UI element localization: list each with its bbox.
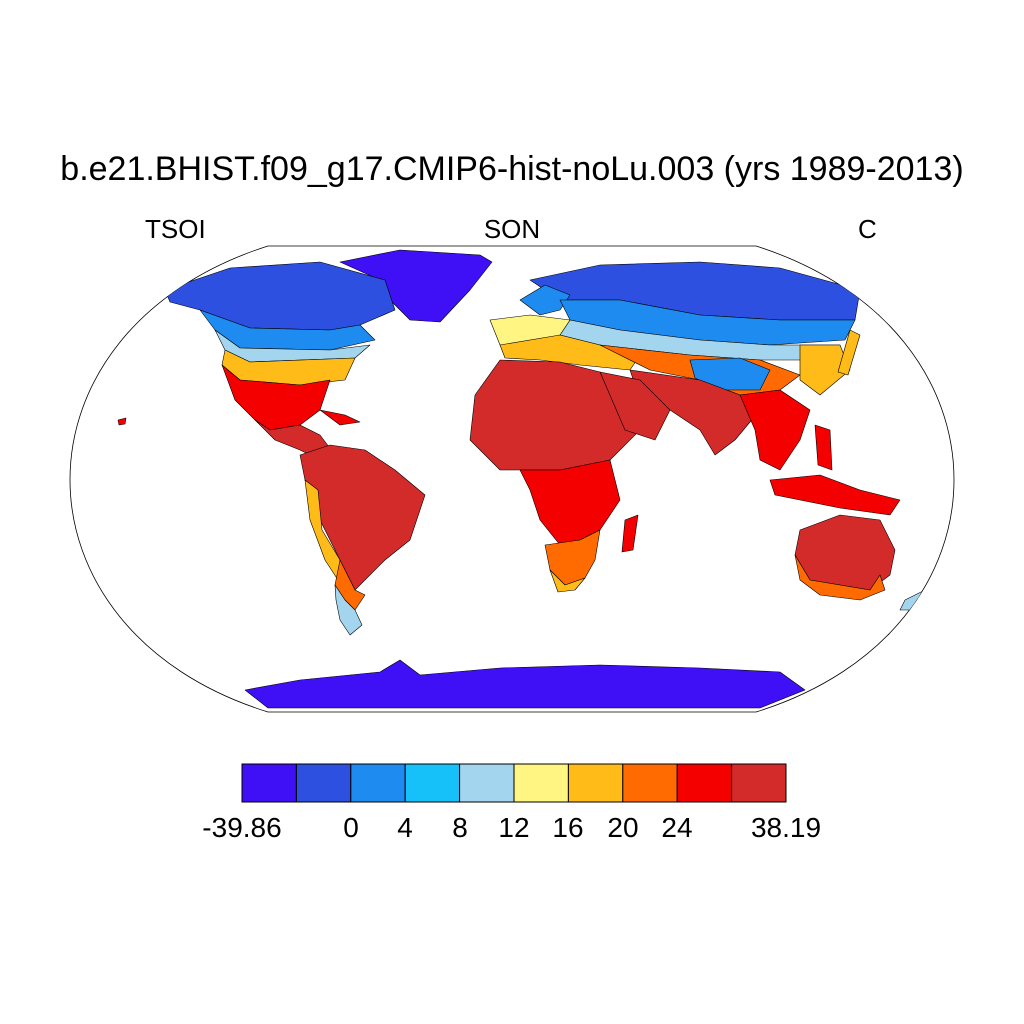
colorbar-swatch bbox=[622, 763, 678, 803]
indonesia bbox=[769, 474, 901, 516]
units-label: C bbox=[858, 214, 877, 244]
south-africa-cape bbox=[549, 569, 586, 593]
colorbar-swatch bbox=[567, 763, 624, 803]
arabian-peninsula bbox=[599, 371, 671, 441]
colorbar-swatch bbox=[513, 763, 569, 803]
tibetan-plateau bbox=[689, 357, 771, 391]
east-asia bbox=[799, 344, 851, 396]
colorbar-swatch bbox=[731, 763, 787, 803]
colorbar-tick-label: 20 bbox=[607, 812, 639, 843]
caribbean-islands bbox=[319, 409, 361, 426]
colorbar-swatch bbox=[241, 763, 297, 803]
colorbar-tick-label: 16 bbox=[552, 812, 584, 843]
philippines bbox=[814, 424, 833, 471]
colorbar-swatch bbox=[404, 763, 461, 803]
southeast-asia bbox=[739, 389, 811, 471]
hawaii bbox=[117, 417, 127, 426]
colorbar-tick-label: 4 bbox=[397, 812, 413, 843]
season-label: SON bbox=[483, 214, 541, 244]
colorbar-tick-label: 8 bbox=[452, 812, 468, 843]
colorbar-tick-label: -39.86 bbox=[202, 812, 282, 843]
antarctica bbox=[244, 659, 806, 709]
japan bbox=[837, 329, 861, 376]
colorbar-swatch bbox=[676, 763, 733, 803]
colorbar-swatch bbox=[350, 763, 406, 803]
colorbar-tick-label: 12 bbox=[498, 812, 530, 843]
australia-south bbox=[794, 554, 886, 601]
patagonia bbox=[334, 584, 363, 636]
colorbar-tick-label: 0 bbox=[343, 812, 359, 843]
plot-title: b.e21.BHIST.f09_g17.CMIP6-hist-noLu.003 … bbox=[60, 150, 964, 188]
variable-label: TSOI bbox=[145, 214, 206, 244]
colorbar-tick-label: 24 bbox=[661, 812, 693, 843]
colorbar-swatch bbox=[459, 763, 515, 803]
colorbar-tick-label: 38.19 bbox=[750, 812, 822, 843]
north-america-south bbox=[221, 364, 331, 431]
madagascar bbox=[621, 514, 639, 553]
colorbar-swatch bbox=[295, 763, 352, 803]
